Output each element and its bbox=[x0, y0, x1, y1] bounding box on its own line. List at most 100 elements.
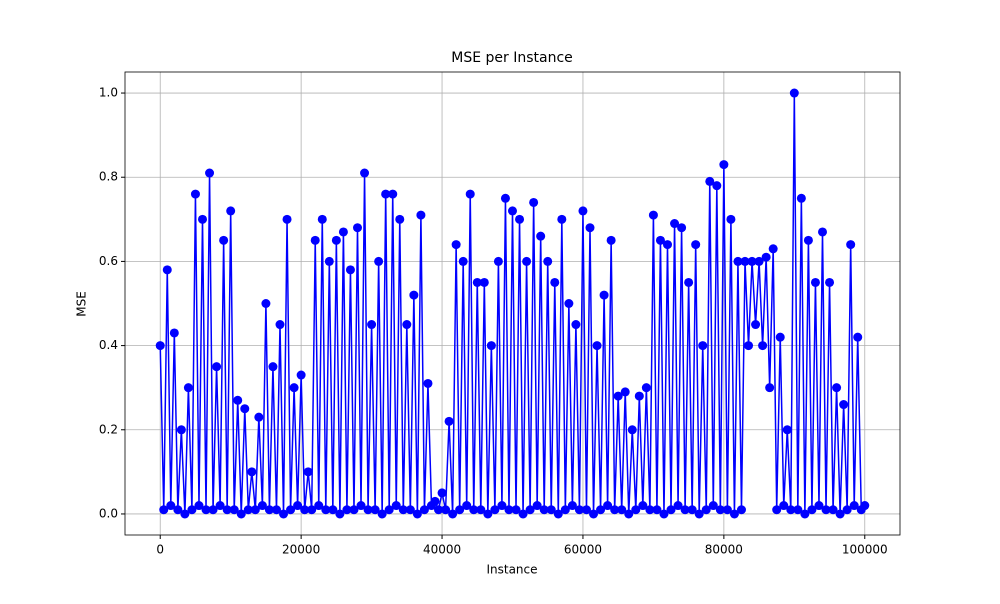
point bbox=[567, 501, 577, 511]
point bbox=[328, 505, 338, 515]
point bbox=[472, 277, 482, 287]
point bbox=[257, 501, 267, 511]
point bbox=[356, 501, 366, 511]
point bbox=[219, 235, 229, 245]
point bbox=[419, 505, 429, 515]
point bbox=[821, 505, 831, 515]
point bbox=[437, 488, 447, 498]
point bbox=[744, 341, 754, 351]
x-tick-label: 20000 bbox=[282, 543, 320, 557]
point bbox=[307, 505, 317, 515]
point bbox=[360, 168, 370, 178]
point bbox=[691, 240, 701, 250]
point bbox=[687, 505, 697, 515]
point bbox=[627, 425, 637, 435]
point bbox=[342, 505, 352, 515]
point bbox=[684, 277, 694, 287]
point bbox=[243, 505, 253, 515]
point bbox=[574, 505, 584, 515]
point bbox=[666, 505, 676, 515]
point bbox=[465, 189, 475, 199]
point bbox=[761, 252, 771, 262]
y-tick-label: 1.0 bbox=[99, 86, 118, 100]
point bbox=[839, 400, 849, 410]
point bbox=[173, 505, 183, 515]
point bbox=[765, 383, 775, 393]
point bbox=[247, 467, 257, 477]
point bbox=[324, 256, 334, 266]
point bbox=[444, 416, 454, 426]
point bbox=[205, 168, 215, 178]
point bbox=[479, 277, 489, 287]
point bbox=[240, 404, 250, 414]
point bbox=[546, 505, 556, 515]
point bbox=[208, 505, 218, 515]
point bbox=[694, 509, 704, 519]
point bbox=[434, 505, 444, 515]
point bbox=[698, 341, 708, 351]
point bbox=[589, 509, 599, 519]
point bbox=[493, 256, 503, 266]
point bbox=[363, 505, 373, 515]
point bbox=[455, 505, 465, 515]
point bbox=[321, 505, 331, 515]
point bbox=[624, 509, 634, 519]
point bbox=[835, 509, 845, 519]
point bbox=[441, 505, 451, 515]
point bbox=[349, 505, 359, 515]
point bbox=[754, 256, 764, 266]
point bbox=[543, 256, 553, 266]
y-tick-label: 0.4 bbox=[99, 338, 118, 352]
point bbox=[736, 505, 746, 515]
point bbox=[652, 505, 662, 515]
plot-frame bbox=[124, 71, 901, 536]
point bbox=[486, 341, 496, 351]
point bbox=[620, 387, 630, 397]
point bbox=[641, 383, 651, 393]
point bbox=[634, 391, 644, 401]
point bbox=[715, 505, 725, 515]
point bbox=[578, 206, 588, 216]
point bbox=[800, 509, 810, 519]
x-tick-label: 100000 bbox=[842, 543, 888, 557]
point bbox=[317, 214, 327, 224]
point bbox=[751, 320, 761, 330]
point bbox=[430, 496, 440, 506]
y-axis-label: MSE bbox=[75, 291, 89, 317]
point bbox=[331, 235, 341, 245]
point bbox=[314, 501, 324, 511]
point bbox=[187, 505, 197, 515]
point bbox=[782, 425, 792, 435]
point bbox=[268, 362, 278, 372]
point bbox=[398, 505, 408, 515]
x-tick-label: 60000 bbox=[564, 543, 602, 557]
point bbox=[155, 341, 165, 351]
point bbox=[166, 501, 176, 511]
point bbox=[279, 509, 289, 519]
point bbox=[532, 501, 542, 511]
point bbox=[504, 505, 514, 515]
y-tick-label: 0.8 bbox=[99, 170, 118, 184]
point bbox=[796, 193, 806, 203]
point bbox=[775, 332, 785, 342]
point bbox=[758, 341, 768, 351]
point bbox=[606, 235, 616, 245]
point bbox=[553, 509, 563, 519]
point bbox=[176, 425, 186, 435]
point bbox=[159, 505, 169, 515]
point bbox=[233, 395, 243, 405]
point bbox=[367, 320, 377, 330]
point bbox=[310, 235, 320, 245]
point bbox=[190, 189, 200, 199]
point bbox=[409, 290, 419, 300]
point bbox=[522, 256, 532, 266]
point bbox=[525, 505, 535, 515]
point bbox=[286, 505, 296, 515]
point bbox=[469, 505, 479, 515]
point bbox=[719, 160, 729, 170]
point bbox=[708, 501, 718, 511]
point bbox=[338, 227, 348, 237]
point bbox=[458, 256, 468, 266]
point bbox=[271, 505, 281, 515]
